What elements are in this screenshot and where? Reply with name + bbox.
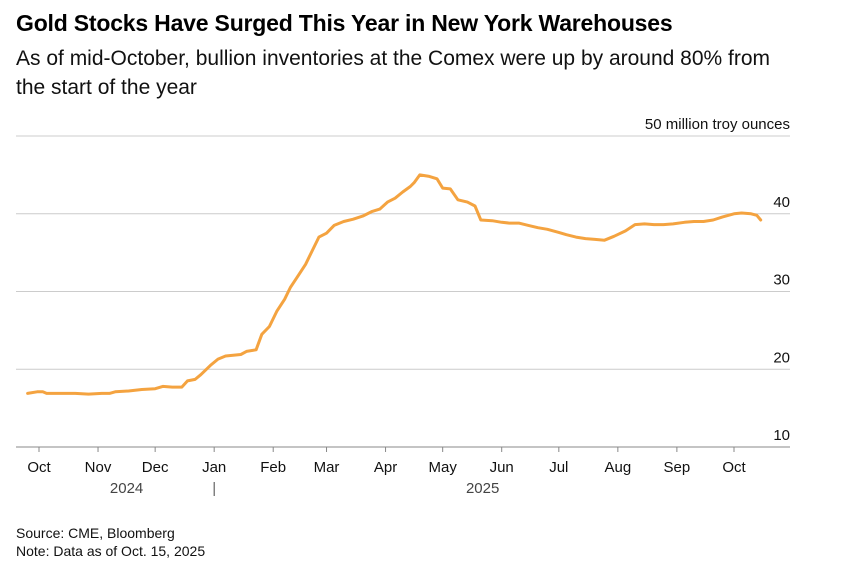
y-tick-label: 20 bbox=[773, 349, 790, 366]
source-note: Source: CME, Bloomberg bbox=[16, 525, 175, 541]
y-tick-label: 30 bbox=[773, 272, 790, 289]
data-note: Note: Data as of Oct. 15, 2025 bbox=[16, 543, 206, 559]
x-tick-label: Oct bbox=[27, 459, 51, 476]
chart-subtitle: As of mid-October, bullion inventories a… bbox=[16, 47, 771, 99]
grid-lines bbox=[16, 135, 790, 370]
year-label: 2025 bbox=[466, 480, 499, 497]
axes bbox=[16, 446, 790, 496]
series-layer bbox=[26, 173, 763, 396]
x-tick-label: Feb bbox=[260, 459, 286, 476]
x-tick-label: Mar bbox=[314, 459, 340, 476]
chart-footer: Source: CME, Bloomberg Note: Data as of … bbox=[16, 524, 205, 560]
x-tick-label: Aug bbox=[604, 459, 631, 476]
x-tick-label: Dec bbox=[142, 459, 169, 476]
x-tick-label: Nov bbox=[85, 459, 112, 476]
x-tick-label: Jul bbox=[549, 459, 568, 476]
line-chart: 50 million troy ounces 40 30 20 10 Oct Nov Dec J… bbox=[16, 116, 790, 497]
x-tick-label: May bbox=[428, 459, 457, 476]
year-label: 2024 bbox=[110, 480, 143, 497]
y-tick-label: 40 bbox=[773, 194, 790, 211]
series-line bbox=[26, 173, 763, 396]
x-tick-label: Jan bbox=[202, 459, 226, 476]
unit-label: 50 million troy ounces bbox=[645, 116, 790, 133]
tick-labels: 50 million troy ounces 40 30 20 10 Oct Nov Dec J… bbox=[27, 116, 790, 497]
chart-title: Gold Stocks Have Surged This Year in New… bbox=[16, 10, 673, 36]
x-tick-label: Apr bbox=[374, 459, 397, 476]
x-tick-label: Sep bbox=[664, 459, 691, 476]
y-tick-label: 10 bbox=[773, 427, 790, 444]
x-tick-label: Oct bbox=[722, 459, 746, 476]
x-tick-label: Jun bbox=[490, 459, 514, 476]
